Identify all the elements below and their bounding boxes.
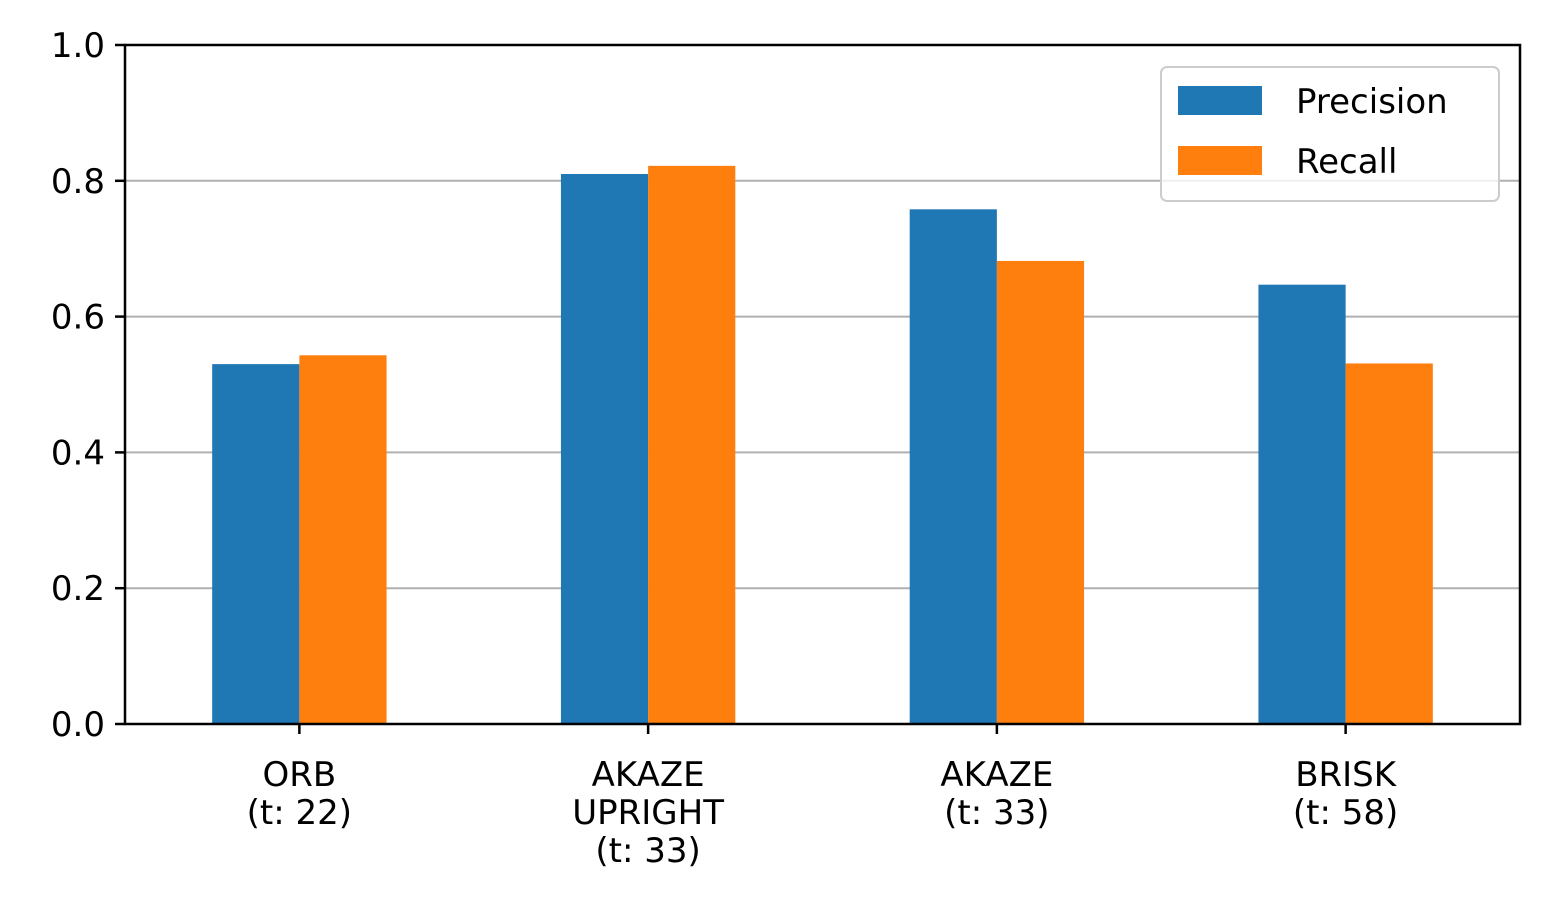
y-tick-label: 0.2 (51, 569, 105, 609)
legend-swatch-recall (1178, 146, 1262, 175)
bar-recall (996, 260, 1085, 724)
plot-frame (123, 43, 1522, 726)
legend-label-precision: Precision (1296, 82, 1448, 122)
x-tick-label: AKAZE UPRIGHT (t: 33) (572, 755, 724, 871)
bar-recall (299, 355, 387, 724)
y-tick-label: 0.0 (51, 705, 105, 745)
x-tick-label: ORB (t: 22) (247, 755, 352, 833)
y-tick-label: 0.8 (51, 162, 105, 202)
bar-precision (212, 364, 300, 724)
bar-recall (648, 165, 736, 724)
legend-swatch-precision (1178, 86, 1262, 115)
bar-precision (1258, 284, 1346, 724)
bar-precision (560, 174, 649, 724)
x-tick-label: AKAZE (t: 33) (940, 755, 1053, 833)
tick-labels: 0.0 0.2 0.4 0.6 0.8 1.0 ORB (t: 22) AKAZE UPRIGHT… (51, 26, 1398, 871)
x-tick-label: BRISK (t: 58) (1293, 755, 1398, 833)
bars (212, 165, 1433, 724)
bar-precision (909, 209, 997, 724)
axes (115, 43, 1522, 734)
y-tick-label: 0.6 (51, 298, 105, 338)
bar-recall (1345, 363, 1433, 724)
legend: Precision Recall (1160, 66, 1500, 202)
legend-label-recall: Recall (1296, 142, 1397, 182)
y-tick-label: 0.4 (51, 433, 105, 473)
y-tick-label: 1.0 (51, 26, 105, 66)
